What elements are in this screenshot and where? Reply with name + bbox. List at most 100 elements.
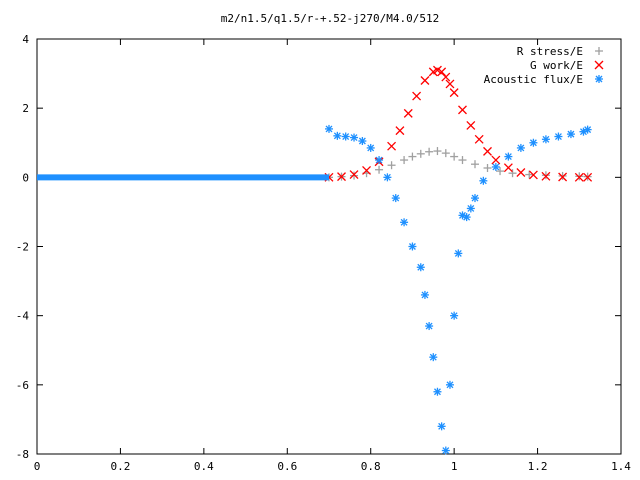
y-tick-label: -8 — [16, 448, 29, 461]
y-tick-label: -6 — [16, 379, 29, 392]
y-tick-label: 0 — [22, 171, 29, 184]
legend-label: Acoustic flux/E — [484, 73, 583, 86]
series-2 — [37, 124, 592, 455]
x-tick-label: 0.4 — [194, 460, 214, 473]
data-point — [416, 263, 425, 272]
data-point — [525, 170, 534, 179]
legend-marker — [595, 47, 603, 55]
data-series — [37, 65, 593, 455]
data-point — [471, 160, 479, 169]
data-point — [445, 380, 454, 389]
data-point — [454, 249, 463, 258]
y-tick-label: 2 — [22, 102, 29, 115]
data-point — [449, 88, 459, 98]
legend-marker — [594, 60, 604, 70]
data-point — [558, 172, 568, 182]
data-point — [528, 170, 538, 180]
data-point — [574, 172, 584, 182]
data-point — [496, 167, 505, 176]
data-point — [503, 163, 513, 173]
data-point — [483, 146, 492, 156]
data-point — [483, 163, 492, 172]
data-point — [420, 76, 430, 85]
data-point — [375, 165, 384, 174]
data-point — [450, 152, 459, 161]
data-point — [387, 161, 396, 170]
data-point — [403, 108, 413, 118]
data-point — [575, 172, 584, 181]
data-point — [387, 141, 397, 151]
data-point — [391, 194, 400, 203]
data-point — [491, 162, 500, 171]
data-point — [416, 149, 425, 158]
data-point — [566, 130, 575, 139]
data-point — [341, 132, 350, 141]
data-point — [541, 135, 550, 144]
data-point — [541, 171, 550, 180]
data-point — [400, 156, 409, 165]
series-0 — [325, 147, 592, 182]
y-tick-label: -4 — [16, 310, 30, 323]
data-point — [529, 138, 538, 147]
y-tick-label: -2 — [16, 241, 29, 254]
data-point — [516, 143, 525, 152]
x-tick-label: 1 — [451, 460, 458, 473]
data-point — [429, 353, 438, 362]
data-point — [408, 242, 417, 251]
chart-title: m2/n1.5/q1.5/r-+.52-j270/M4.0/512 — [221, 12, 440, 25]
data-point — [458, 105, 467, 115]
data-point — [474, 134, 484, 144]
data-point — [458, 156, 467, 165]
data-point — [433, 147, 442, 156]
legend-label: R stress/E — [517, 45, 583, 58]
x-tick-label: 1.4 — [611, 460, 631, 473]
data-point — [383, 173, 392, 182]
data-point — [350, 171, 359, 180]
axis-ticks: 0 0.2 0.4 0.6 0.8 1 1.2 1.4 -8 -6 -4 -2 0 2 4 — [16, 33, 632, 473]
data-point — [508, 169, 517, 178]
data-point — [358, 137, 367, 146]
x-tick-label: 0.8 — [361, 460, 381, 473]
data-point — [541, 171, 551, 181]
data-point — [333, 131, 342, 140]
data-point — [441, 149, 450, 158]
x-tick-label: 0.6 — [277, 460, 297, 473]
data-point — [425, 322, 434, 331]
data-point — [445, 79, 455, 89]
series-1 — [324, 65, 593, 182]
data-point — [583, 172, 593, 182]
data-point — [504, 152, 513, 161]
data-point — [420, 290, 429, 299]
data-point — [437, 422, 446, 431]
data-point — [554, 132, 563, 141]
data-point — [350, 133, 359, 142]
data-point — [471, 194, 479, 203]
data-point — [337, 172, 346, 182]
legend-label: G work/E — [530, 59, 583, 72]
data-point — [375, 156, 384, 165]
data-point — [558, 171, 567, 180]
data-point — [441, 72, 451, 82]
data-point — [466, 120, 476, 130]
data-point — [441, 446, 450, 455]
data-point — [400, 218, 409, 227]
data-point — [362, 165, 372, 175]
data-point — [412, 91, 422, 101]
plot-frame — [36, 38, 622, 455]
data-point — [583, 125, 592, 134]
data-point — [466, 204, 475, 213]
data-point — [491, 155, 501, 165]
data-point — [366, 143, 375, 152]
data-point — [437, 67, 447, 77]
data-point — [395, 126, 405, 136]
y-tick-label: 4 — [22, 33, 29, 46]
data-point — [479, 176, 488, 185]
x-tick-label: 0.2 — [110, 460, 130, 473]
data-point — [349, 170, 359, 180]
legend-marker — [595, 75, 603, 83]
data-point — [433, 387, 442, 396]
data-point — [462, 213, 471, 222]
data-point — [408, 152, 417, 161]
